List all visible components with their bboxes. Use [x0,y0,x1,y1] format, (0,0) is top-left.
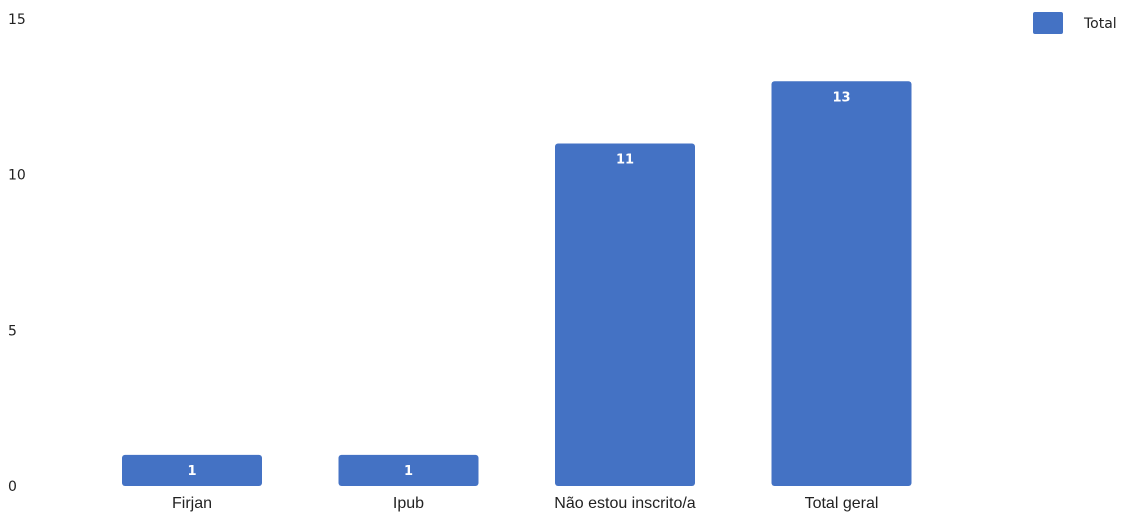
x-category-label: Firjan [172,495,212,512]
bar-data-label: 1 [187,464,196,479]
bar [122,454,262,486]
x-category-label: Ipub [393,495,424,512]
bar [555,143,695,487]
y-tick-label: 15 [8,12,26,28]
bar [338,454,479,486]
y-axis: 0 5 10 15 [8,12,26,495]
legend-label: Total [1083,16,1117,32]
legend: Total [1033,12,1117,34]
x-axis: Firjan Ipub Não estou inscrito/a Total gera… [172,495,878,512]
y-tick-label: 5 [8,323,17,339]
legend-swatch [1033,12,1063,34]
bar-data-label: 11 [616,153,634,168]
x-category-label: Não estou inscrito/a [554,495,696,512]
bar-data-label: 1 [404,464,413,479]
y-tick-label: 10 [8,168,26,184]
bar-data-label: 13 [832,90,850,105]
y-tick-label: 0 [8,479,17,495]
x-category-label: Total geral [805,495,879,512]
bar [771,81,912,487]
